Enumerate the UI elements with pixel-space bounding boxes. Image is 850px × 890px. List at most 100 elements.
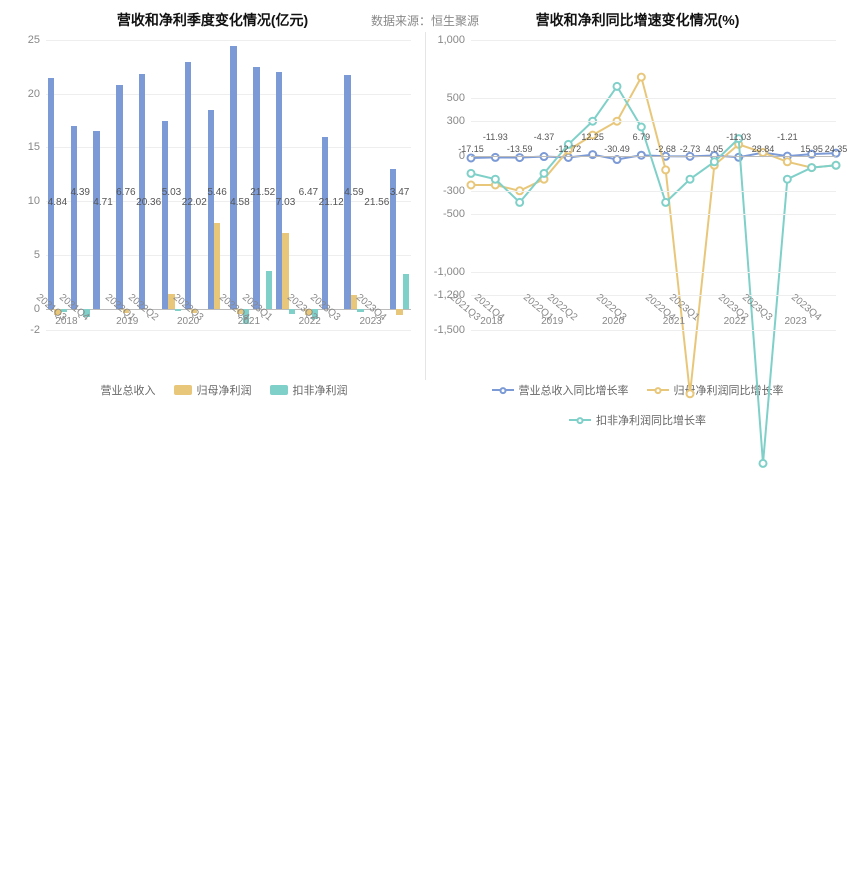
legend-label: 归母净利润 (197, 382, 252, 398)
legend-label: 扣非净利润 (293, 382, 348, 398)
bar[interactable] (185, 62, 191, 309)
series-marker[interactable] (614, 156, 621, 163)
legend-item-deducted-growth[interactable]: 扣非净利润同比增长率 (569, 412, 706, 428)
bar[interactable] (230, 46, 236, 308)
point-value-label: -1.21 (777, 132, 798, 142)
series-marker[interactable] (662, 199, 669, 206)
y-tick-label: 500 (447, 92, 465, 104)
point-value-label: -2.73 (680, 144, 701, 154)
gridline (46, 147, 411, 148)
series-marker[interactable] (711, 158, 718, 165)
y-tick-label: -500 (443, 208, 465, 220)
series-marker[interactable] (492, 154, 499, 161)
legend-line-icon (647, 389, 669, 391)
x-tick-year: 2018 (55, 316, 77, 327)
legend-label: 营业总收入 (101, 382, 156, 398)
point-value-label: 28.84 (752, 144, 775, 154)
axis-line (471, 156, 836, 157)
bar[interactable] (71, 126, 77, 309)
point-value-label: -13.59 (507, 144, 533, 154)
point-value-label: -4.37 (534, 132, 555, 142)
x-tick-year: 2023 (359, 316, 381, 327)
swatch-icon (174, 385, 192, 395)
right-plot-area: -1,500-1,200-1,000-500-30003005001,000 -… (435, 40, 840, 330)
series-marker[interactable] (468, 170, 475, 177)
point-value-label: -11.03 (726, 132, 751, 142)
bar-value-label: 6.47 (299, 187, 318, 198)
data-source-label: 数据来源：恒生聚源 (371, 12, 479, 29)
legend-marker-icon (499, 387, 506, 394)
series-marker[interactable] (516, 199, 523, 206)
bar-value-label: 4.39 (70, 187, 89, 198)
point-value-label: 6.79 (633, 132, 651, 142)
point-value-label: 4.05 (706, 144, 724, 154)
series-marker[interactable] (468, 182, 475, 189)
bar[interactable] (162, 121, 168, 309)
bar[interactable] (139, 74, 145, 308)
legend-item-revenue[interactable]: 营业总收入 (78, 382, 156, 398)
bar-value-label: 4.58 (230, 197, 249, 208)
x-tick-year: 2022 (299, 316, 321, 327)
bar-value-label: 20.36 (136, 197, 161, 208)
series-marker[interactable] (638, 74, 645, 81)
bar-value-label: 5.03 (162, 187, 181, 198)
gridline (471, 272, 836, 273)
series-marker[interactable] (808, 164, 815, 171)
left-legend: 营业总收入 归母净利润 扣非净利润 (10, 382, 415, 398)
series-marker[interactable] (833, 162, 840, 169)
legend-line-icon (492, 389, 514, 391)
point-value-label: -30.49 (604, 144, 630, 154)
series-line[interactable] (471, 77, 836, 394)
gridline (471, 214, 836, 215)
series-marker[interactable] (784, 158, 791, 165)
bar-value-label: 7.03 (276, 197, 295, 208)
bar[interactable] (93, 131, 99, 308)
series-marker[interactable] (492, 176, 499, 183)
x-tick-year: 2020 (602, 316, 624, 327)
bar-value-label: 4.84 (48, 197, 67, 208)
gridline (471, 121, 836, 122)
series-marker[interactable] (760, 460, 767, 467)
bar-value-label: 3.47 (390, 187, 409, 198)
right-chart-panel: 营收和净利同比增速变化情况(%) -1,500-1,200-1,000-500-… (425, 0, 850, 420)
y-tick-label: 5 (34, 249, 40, 261)
bar[interactable] (322, 137, 328, 309)
legend-item-rev-growth[interactable]: 营业总收入同比增长率 (492, 382, 629, 398)
x-tick-year: 2019 (541, 316, 563, 327)
gridline (471, 191, 836, 192)
left-x-axis: 2021Q32021Q42022Q12022Q22022Q32022Q42023… (36, 290, 421, 334)
x-tick-year: 2020 (177, 316, 199, 327)
legend-item-deducted[interactable]: 扣非净利润 (270, 382, 348, 398)
swatch-icon (270, 385, 288, 395)
series-marker[interactable] (541, 170, 548, 177)
bar-value-label: 5.46 (207, 187, 226, 198)
legend-label: 营业总收入同比增长率 (519, 382, 629, 398)
gridline (46, 255, 411, 256)
series-marker[interactable] (662, 166, 669, 173)
point-value-label: -2.68 (655, 144, 676, 154)
series-marker[interactable] (687, 176, 694, 183)
x-tick-year: 2021 (663, 316, 685, 327)
y-tick-label: 10 (28, 195, 40, 207)
point-value-label: 12.25 (581, 132, 604, 142)
series-marker[interactable] (589, 151, 596, 158)
right-legend: 营业总收入同比增长率 归母净利润同比增长率 扣非净利润同比增长率 (435, 382, 840, 428)
series-marker[interactable] (784, 176, 791, 183)
bar-value-label: 4.71 (93, 197, 112, 208)
left-chart-title: 营收和净利季度变化情况(亿元) (117, 10, 308, 30)
series-marker[interactable] (638, 124, 645, 131)
swatch-icon (78, 385, 96, 395)
left-chart-panel: 营收和净利季度变化情况(亿元) -20510152025 4.844.394.7… (0, 0, 425, 420)
legend-item-profit[interactable]: 归母净利润 (174, 382, 252, 398)
point-value-label: 24.35 (825, 144, 848, 154)
line-chart-svg (471, 40, 836, 330)
bar-value-label: 21.52 (250, 187, 275, 198)
right-plot-inner: -11.93-4.3712.256.79-11.03-1.21-17.15-13… (471, 40, 836, 330)
series-marker[interactable] (614, 83, 621, 90)
legend-item-profit-growth[interactable]: 归母净利润同比增长率 (647, 382, 784, 398)
bar-value-label: 6.76 (116, 187, 135, 198)
bar[interactable] (48, 78, 54, 309)
series-marker[interactable] (687, 390, 694, 397)
x-tick-year: 2022 (724, 316, 746, 327)
gridline (46, 40, 411, 41)
